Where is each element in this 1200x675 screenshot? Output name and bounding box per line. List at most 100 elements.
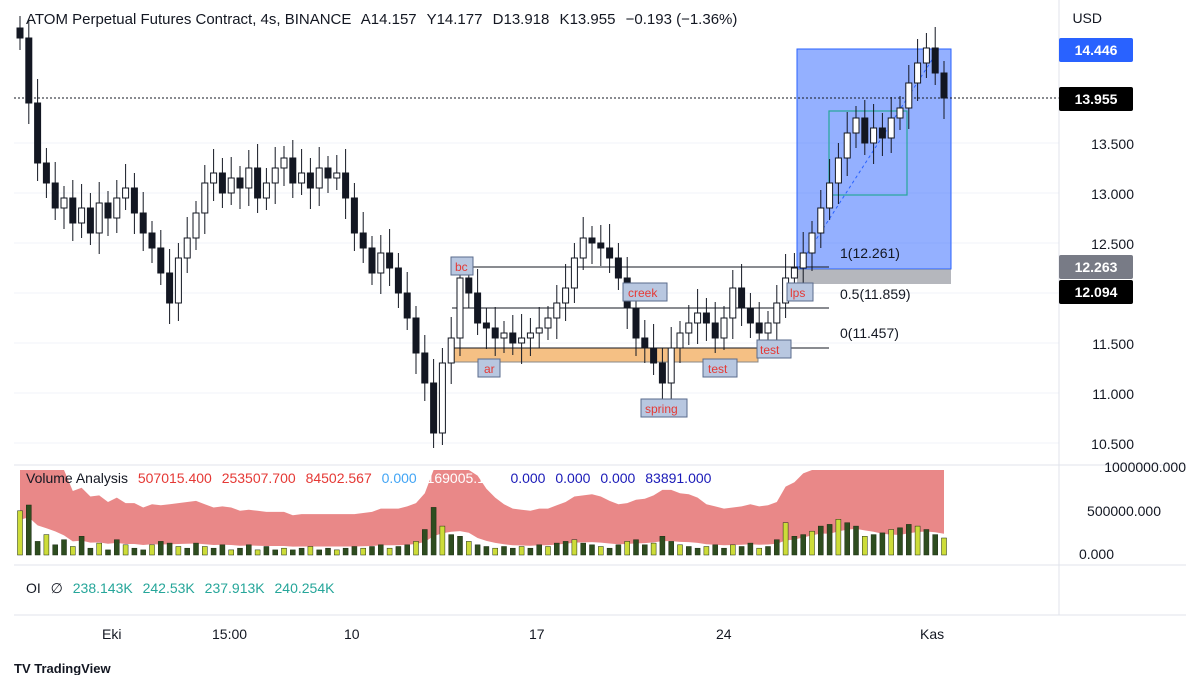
volume-bar [765, 546, 771, 556]
candle [306, 172, 314, 189]
candle [588, 237, 596, 244]
volume-bar [818, 525, 824, 556]
candle [658, 362, 666, 384]
candle [342, 172, 350, 199]
stop-zone-box[interactable] [797, 269, 951, 284]
annotation-box[interactable] [786, 282, 814, 302]
volume-bar [430, 507, 437, 556]
annotation-box[interactable] [450, 256, 474, 276]
consolidation-box[interactable] [828, 110, 908, 196]
candle [500, 332, 508, 339]
volume-bar [492, 547, 498, 556]
volume-bar [633, 539, 639, 556]
candle [474, 292, 482, 324]
wyckoff-annotations[interactable]: bc ar creek spring test test lps [450, 256, 814, 418]
symbol-legend[interactable]: ATOM Perpetual Futures Contract, 4s, BIN… [26, 11, 743, 28]
volume-bar [281, 547, 287, 556]
tradingview-logo[interactable]: TV TradingView [14, 661, 111, 675]
candle [667, 347, 675, 384]
annotation-test-1[interactable]: test [708, 362, 728, 376]
volume-bar [61, 539, 67, 556]
annotation-test-2[interactable]: test [760, 343, 780, 357]
candle [16, 27, 24, 39]
oi-value: 237.913K [204, 580, 265, 596]
candle [509, 332, 517, 344]
candle [236, 177, 244, 189]
volume-bar [853, 525, 859, 556]
oi-legend[interactable]: OI ∅ 238.143K 242.53K 237.913K 240.254K [26, 580, 340, 597]
annotation-bc[interactable]: bc [455, 260, 468, 274]
candle [201, 182, 209, 214]
candle [711, 322, 719, 339]
volume-value: 84502.567 [305, 470, 372, 486]
volume-bar [923, 529, 930, 556]
volume-indicator-name[interactable]: Volume Analysis [26, 470, 128, 486]
volume-bar [501, 546, 507, 556]
ohlc-open: A14.157 [360, 11, 417, 28]
volume-bar [263, 546, 270, 556]
volume-bar [439, 525, 446, 556]
volume-legend[interactable]: Volume Analysis 507015.400 253507.700 84… [26, 470, 717, 486]
price-tick: 13.500 [1091, 136, 1134, 152]
volume-bar [879, 532, 886, 556]
candle [817, 207, 825, 234]
volume-bar [17, 510, 23, 556]
time-label: 24 [716, 626, 732, 642]
candle [826, 182, 834, 209]
candle [896, 107, 904, 119]
candle [42, 162, 50, 184]
candle [104, 202, 112, 219]
chart-canvas[interactable]: 1(12.261) 0.5(11.859) 0(11.457) bc ar cr… [14, 0, 1186, 655]
volume-bar [131, 547, 138, 556]
candle [878, 127, 886, 139]
candle [526, 332, 534, 339]
volume-bar [554, 542, 560, 556]
annotation-ar[interactable]: ar [484, 362, 495, 376]
volume-bar [422, 529, 428, 556]
annotation-box[interactable] [702, 358, 738, 378]
volume-bar [114, 539, 120, 556]
price-tag-stop: 12.263 [1059, 255, 1133, 279]
volume-value: 0.000 [600, 470, 636, 486]
candle [368, 247, 376, 274]
volume-bar [545, 546, 551, 556]
volume-bar [466, 541, 472, 556]
candle [808, 232, 816, 254]
fib-label-1: 1(12.261) [840, 245, 900, 261]
oi-value: 242.53K [142, 580, 195, 596]
price-tag-high: 14.446 [1059, 38, 1133, 62]
brand-name: TradingView [34, 661, 111, 675]
volume-bar [694, 547, 701, 556]
candle [148, 232, 156, 249]
candle [69, 197, 77, 224]
volume-bar [844, 522, 850, 556]
symbol-title[interactable]: ATOM Perpetual Futures Contract, 4s, BIN… [26, 11, 352, 28]
volume-bar [642, 544, 648, 556]
candle [456, 277, 464, 339]
candle [34, 102, 42, 164]
price-tick: 11.000 [1092, 386, 1134, 402]
volume-bar [624, 541, 630, 556]
price-tick: 11.500 [1092, 336, 1134, 352]
annotation-box[interactable] [477, 358, 501, 378]
annotation-spring[interactable]: spring [645, 402, 678, 416]
candle [843, 132, 851, 159]
volume-bar [193, 542, 199, 556]
candle [421, 352, 429, 384]
candle [940, 72, 948, 99]
candle [746, 307, 754, 324]
annotation-box[interactable] [756, 339, 792, 359]
volume-bar [862, 536, 868, 556]
candle [289, 157, 297, 184]
candle [834, 157, 842, 184]
candle [579, 237, 587, 259]
volume-bar [254, 549, 261, 556]
oi-indicator-name[interactable]: OI [26, 580, 41, 596]
volume-bar [369, 546, 375, 556]
annotation-box[interactable] [622, 282, 668, 302]
annotation-lps[interactable]: lps [790, 286, 805, 300]
chart-pane[interactable]: 1(12.261) 0.5(11.859) 0(11.457) bc ar cr… [14, 0, 1186, 655]
annotation-creek[interactable]: creek [628, 286, 658, 300]
candle [720, 317, 728, 339]
annotation-box[interactable] [640, 398, 688, 418]
